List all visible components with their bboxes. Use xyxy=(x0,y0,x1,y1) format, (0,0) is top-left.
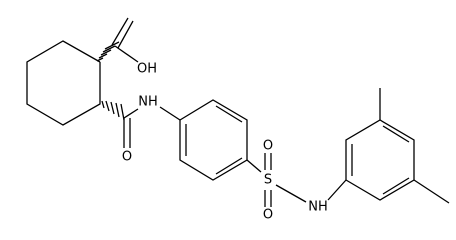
atom-label: O xyxy=(263,208,273,223)
bond xyxy=(111,17,129,46)
bond xyxy=(215,157,243,175)
hashed-bond xyxy=(96,41,120,62)
page: O OH O NH S O O NH (() => { const data =… xyxy=(26,17,450,223)
bond xyxy=(382,125,410,143)
bond xyxy=(215,105,243,123)
benzene-ring xyxy=(345,119,415,201)
bond xyxy=(159,106,181,121)
atom-label: OH xyxy=(137,62,157,77)
molecule: O OH O NH S O O NH xyxy=(26,17,450,223)
benzene-ring xyxy=(179,99,248,181)
cyclohexane-ring xyxy=(26,40,101,126)
bond xyxy=(327,179,347,201)
atom-label: NH xyxy=(138,95,158,110)
bond xyxy=(114,45,139,63)
atom-label: NH xyxy=(308,200,328,215)
bond xyxy=(117,20,134,49)
bond xyxy=(123,108,139,119)
hashed-bond xyxy=(101,100,125,121)
bond xyxy=(275,184,307,203)
bond xyxy=(246,159,262,173)
atom-label: O xyxy=(122,150,132,165)
atom-label: S xyxy=(264,173,272,188)
methyl-bond xyxy=(413,179,450,204)
atom-label: O xyxy=(263,139,273,154)
bond xyxy=(382,177,410,195)
